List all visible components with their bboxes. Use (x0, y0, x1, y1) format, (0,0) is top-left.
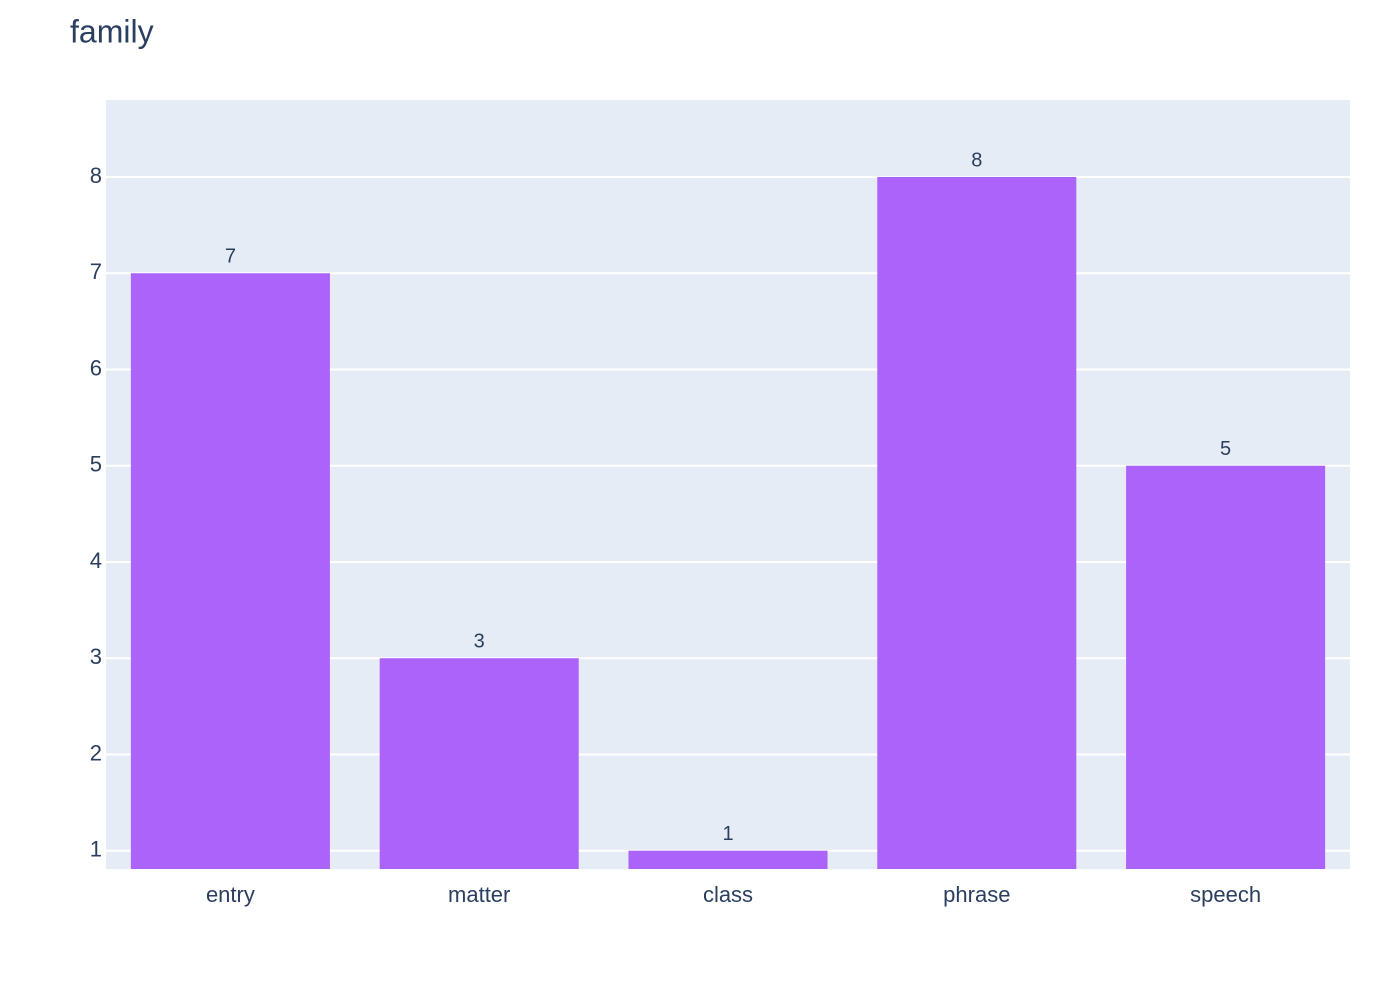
y-tick-label: 7 (90, 259, 102, 284)
data-label: 8 (971, 149, 982, 171)
x-tick-label: speech (1190, 882, 1261, 907)
x-tick-label: matter (448, 882, 510, 907)
x-tick-label: class (703, 882, 753, 907)
y-tick-label: 5 (90, 452, 102, 477)
data-label: 1 (722, 823, 733, 845)
y-tick-label: 8 (90, 163, 102, 188)
bar (1126, 465, 1326, 869)
chart-title: family (70, 13, 154, 49)
bar (877, 176, 1077, 870)
x-tick-label: phrase (943, 882, 1010, 907)
y-tick-label: 3 (90, 644, 102, 669)
y-tick-label: 2 (90, 740, 102, 765)
x-tick-label: entry (206, 882, 255, 907)
y-tick-label: 6 (90, 355, 102, 380)
bar (628, 850, 828, 869)
y-tick-label: 1 (90, 837, 102, 862)
bar (379, 658, 579, 869)
data-label: 5 (1220, 438, 1231, 460)
y-tick-label: 4 (90, 548, 102, 573)
data-label: 3 (474, 631, 485, 653)
bar (130, 273, 330, 869)
data-label: 7 (225, 246, 236, 268)
